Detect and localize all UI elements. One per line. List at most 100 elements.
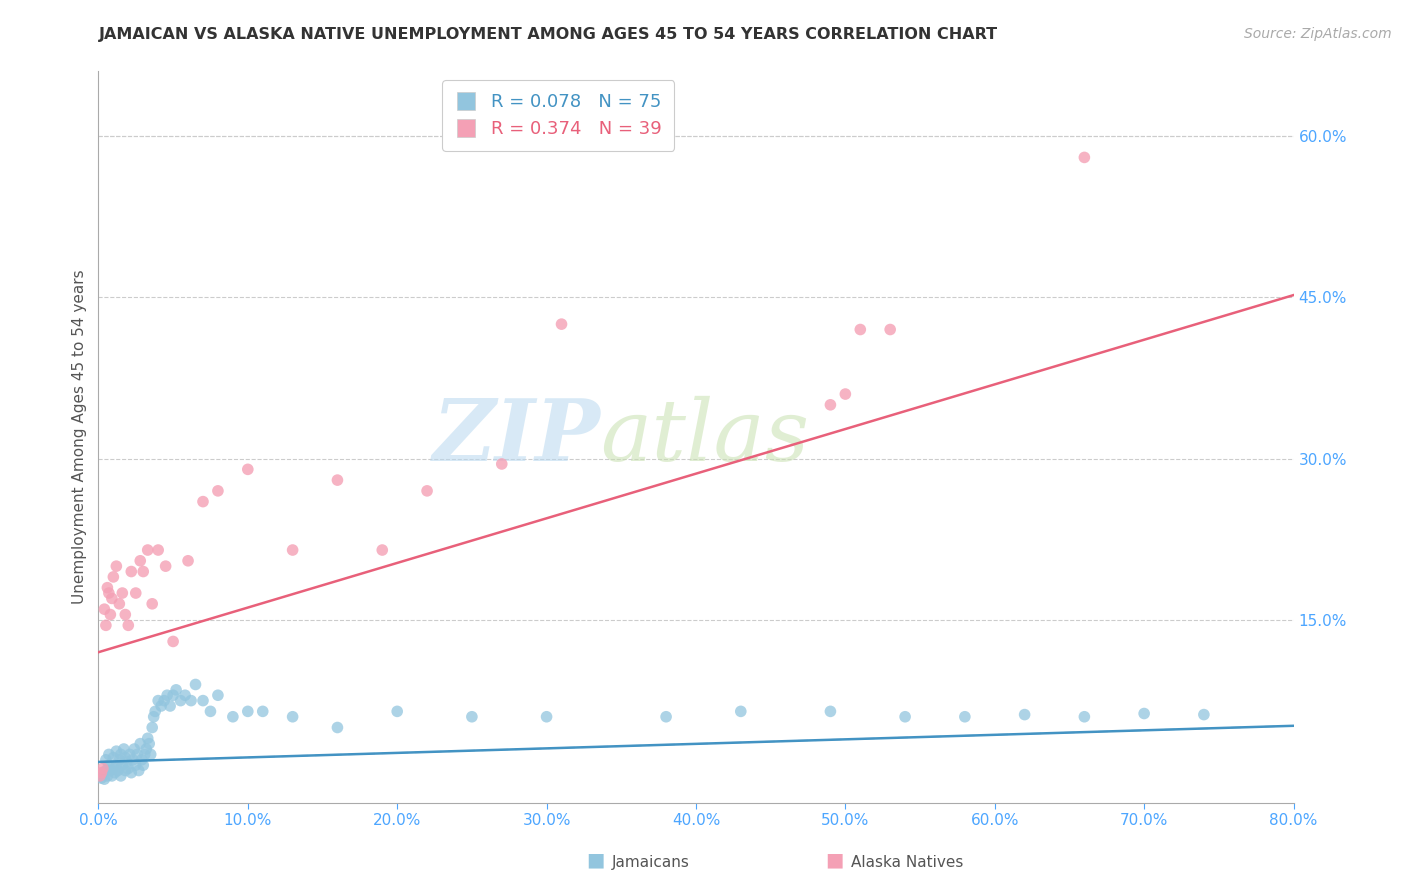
Point bbox=[114, 750, 136, 764]
Point bbox=[281, 710, 304, 724]
Point bbox=[252, 705, 274, 719]
Point bbox=[90, 771, 112, 785]
Point bbox=[132, 758, 155, 772]
Point bbox=[222, 710, 245, 724]
Point bbox=[91, 765, 114, 780]
Point bbox=[236, 705, 259, 719]
Point bbox=[103, 570, 125, 584]
Point bbox=[150, 698, 173, 713]
Point bbox=[894, 710, 917, 724]
Point bbox=[953, 710, 976, 724]
Point bbox=[184, 677, 207, 691]
Point bbox=[100, 607, 122, 622]
Point bbox=[200, 705, 222, 719]
Point bbox=[191, 693, 214, 707]
Point bbox=[114, 607, 136, 622]
Point bbox=[416, 483, 439, 498]
Point bbox=[1073, 710, 1095, 724]
Point bbox=[371, 543, 394, 558]
Point bbox=[104, 765, 127, 780]
Point bbox=[129, 554, 152, 568]
Point bbox=[135, 742, 157, 756]
Point bbox=[820, 705, 842, 719]
Point bbox=[1073, 150, 1095, 164]
Point bbox=[136, 543, 159, 558]
Point bbox=[1133, 706, 1156, 721]
Text: Alaska Natives: Alaska Natives bbox=[851, 855, 963, 870]
Point bbox=[141, 597, 163, 611]
Point bbox=[96, 581, 118, 595]
Point bbox=[107, 764, 129, 778]
Point bbox=[169, 693, 191, 707]
Point bbox=[326, 473, 349, 487]
Point bbox=[120, 565, 142, 579]
Point bbox=[131, 753, 153, 767]
Point bbox=[162, 634, 184, 648]
Point bbox=[134, 747, 156, 762]
Point bbox=[96, 769, 118, 783]
Point bbox=[491, 457, 513, 471]
Point bbox=[849, 322, 872, 336]
Point bbox=[94, 618, 117, 632]
Point bbox=[177, 554, 200, 568]
Point bbox=[174, 688, 197, 702]
Point bbox=[191, 494, 214, 508]
Legend: R = 0.078   N = 75, R = 0.374   N = 39: R = 0.078 N = 75, R = 0.374 N = 39 bbox=[441, 80, 675, 151]
Point bbox=[97, 758, 120, 772]
Point bbox=[105, 744, 128, 758]
Point bbox=[105, 758, 128, 772]
Point bbox=[114, 764, 136, 778]
Text: Jamaicans: Jamaicans bbox=[612, 855, 689, 870]
Point bbox=[89, 769, 111, 783]
Point bbox=[90, 765, 112, 780]
Point bbox=[141, 721, 163, 735]
Point bbox=[1192, 707, 1215, 722]
Point bbox=[132, 565, 155, 579]
Point bbox=[139, 747, 162, 762]
Point bbox=[1014, 707, 1036, 722]
Point bbox=[97, 586, 120, 600]
Point bbox=[730, 705, 752, 719]
Point bbox=[136, 731, 159, 746]
Point bbox=[108, 753, 131, 767]
Point bbox=[155, 559, 177, 574]
Point bbox=[143, 705, 166, 719]
Point bbox=[129, 737, 152, 751]
Point bbox=[97, 747, 120, 762]
Point bbox=[121, 753, 143, 767]
Point bbox=[110, 769, 132, 783]
Point bbox=[111, 586, 134, 600]
Point bbox=[89, 769, 111, 783]
Point bbox=[156, 688, 179, 702]
Point bbox=[101, 591, 124, 606]
Point bbox=[94, 764, 117, 778]
Point bbox=[100, 764, 122, 778]
Text: Source: ZipAtlas.com: Source: ZipAtlas.com bbox=[1244, 27, 1392, 41]
Point bbox=[118, 747, 141, 762]
Text: JAMAICAN VS ALASKA NATIVE UNEMPLOYMENT AMONG AGES 45 TO 54 YEARS CORRELATION CHA: JAMAICAN VS ALASKA NATIVE UNEMPLOYMENT A… bbox=[98, 27, 997, 42]
Point bbox=[103, 750, 125, 764]
Point bbox=[138, 737, 160, 751]
Point bbox=[326, 721, 349, 735]
Point bbox=[128, 764, 150, 778]
Point bbox=[142, 710, 165, 724]
Point bbox=[93, 602, 115, 616]
Point bbox=[110, 747, 132, 762]
Point bbox=[103, 761, 125, 775]
Point bbox=[124, 742, 146, 756]
Point bbox=[207, 483, 229, 498]
Point bbox=[162, 688, 184, 702]
Point bbox=[108, 597, 131, 611]
Point bbox=[281, 543, 304, 558]
Point bbox=[127, 747, 149, 762]
Text: ZIP: ZIP bbox=[433, 395, 600, 479]
Point bbox=[105, 559, 128, 574]
Point bbox=[207, 688, 229, 702]
Point bbox=[111, 758, 134, 772]
Point bbox=[93, 772, 115, 786]
Point bbox=[91, 761, 114, 775]
Point bbox=[112, 742, 135, 756]
Point bbox=[879, 322, 901, 336]
Point bbox=[550, 317, 572, 331]
Point bbox=[153, 693, 176, 707]
